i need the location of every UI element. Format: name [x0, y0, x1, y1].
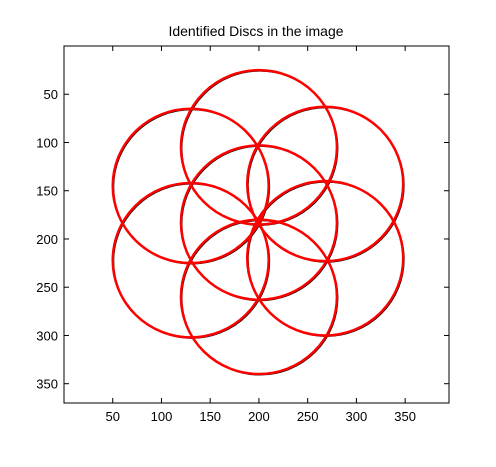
detected-disc: [179, 218, 339, 376]
y-tick-label: 200: [36, 232, 58, 247]
x-tick-label: 50: [105, 409, 119, 424]
x-tick-label: 100: [151, 409, 173, 424]
y-tick-label: 100: [36, 135, 58, 150]
ticks-layer: 50 100 150 200 250 300 350 50 100 150 200 250 300 350: [36, 46, 449, 424]
y-tick-label: 150: [36, 184, 58, 199]
chart-title: Identified Discs in the image: [168, 23, 343, 39]
circles-layer: [111, 68, 405, 376]
x-tick-label: 350: [394, 409, 416, 424]
y-tick-label: 300: [36, 328, 58, 343]
x-tick-label: 150: [199, 409, 221, 424]
detected-disc: [245, 105, 405, 263]
y-tick-label: 250: [36, 280, 58, 295]
x-tick-label: 250: [297, 409, 319, 424]
x-tick-label: 200: [248, 409, 270, 424]
detected-disc: [179, 144, 339, 302]
y-tick-label: 50: [44, 87, 58, 102]
x-tick-label: 300: [346, 409, 368, 424]
y-tick-label: 350: [36, 377, 58, 392]
detected-disc: [111, 107, 270, 265]
